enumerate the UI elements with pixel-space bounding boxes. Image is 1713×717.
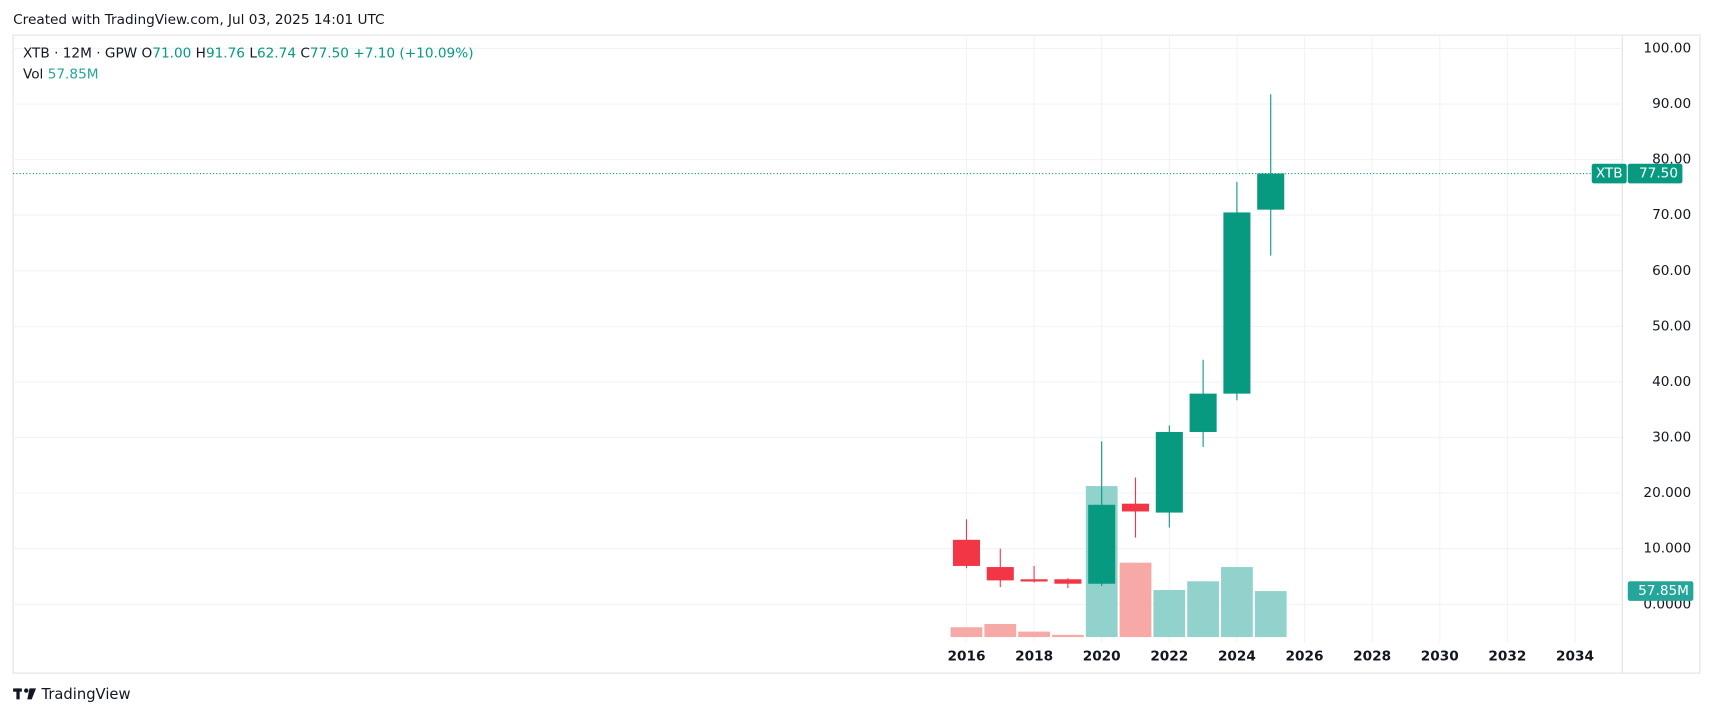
- x-tick-label: 2016: [947, 649, 985, 665]
- y-tick-label: 60.00: [1652, 263, 1691, 279]
- price-tag: [1627, 163, 1683, 184]
- legend-item: O: [142, 46, 153, 62]
- volume-bar: [1221, 567, 1253, 638]
- volume-bar: [950, 627, 983, 638]
- legend-item: 71.00: [152, 46, 191, 62]
- legend: XTB · 12M · GPW O71.00 H91.76 L62.74 C77…: [23, 46, 474, 62]
- logo: [13, 688, 37, 700]
- volume-tag: [1627, 581, 1694, 601]
- y-tick-label: 20.000: [1643, 485, 1691, 501]
- candle-body: [952, 539, 980, 566]
- candle-body: [1020, 579, 1048, 582]
- footer: TradingView: [41, 686, 131, 703]
- volume-bar: [1254, 591, 1287, 638]
- x-tick-label: 2028: [1353, 649, 1391, 665]
- volume-tag-text: 57.85M: [1638, 583, 1689, 599]
- legend-item: L: [249, 46, 257, 62]
- candle-body: [1257, 173, 1285, 210]
- volume-bar: [1153, 590, 1186, 638]
- legend-item: C: [300, 46, 310, 62]
- y-tick-label: 70.00: [1652, 207, 1691, 223]
- y-tick-label: 30.00: [1652, 430, 1691, 446]
- candle-body: [1088, 504, 1116, 584]
- legend-item: 57.85M: [48, 66, 99, 82]
- legend-item: 91.76: [206, 46, 245, 62]
- y-tick-label: 40.00: [1652, 374, 1691, 390]
- legend-item: Vol: [23, 66, 43, 82]
- x-tick-label: 2026: [1286, 649, 1324, 665]
- grid: [13, 35, 1623, 643]
- x-tick-label: 2018: [1015, 649, 1053, 665]
- symbol-tag: [1591, 163, 1627, 184]
- volume-bar: [1018, 631, 1050, 638]
- volume-bar: [984, 623, 1017, 638]
- volume-legend: Vol 57.85M: [23, 66, 99, 82]
- chart-frame: [12, 34, 1701, 674]
- x-tick-label: 2020: [1083, 649, 1121, 665]
- volume-bar: [1119, 562, 1152, 638]
- y-tick-label: 90.00: [1652, 96, 1691, 112]
- y-tick-label: 100.00: [1643, 40, 1691, 56]
- volume-bar: [1187, 581, 1220, 638]
- x-tick-label: 2030: [1421, 649, 1459, 665]
- y-tick-label: 50.00: [1652, 318, 1691, 334]
- legend-item: +7.10 (+10.09%): [353, 46, 473, 62]
- legend-item: H: [196, 46, 206, 62]
- price-tag-text: 77.50: [1639, 166, 1678, 182]
- y-tick-label: 80.00: [1652, 152, 1691, 168]
- volume-bar: [1051, 634, 1084, 638]
- x-tick-label: 2024: [1218, 649, 1256, 665]
- legend-item: XTB · 12M · GPW: [23, 46, 138, 62]
- header: Created with TradingView.com, Jul 03, 20…: [13, 12, 384, 28]
- x-tick-label: 2032: [1488, 649, 1526, 665]
- legend-item: 77.50: [310, 46, 349, 62]
- candle-body: [1189, 393, 1217, 432]
- x-tick-label: 2034: [1556, 649, 1594, 665]
- y-tick-label: 10.000: [1643, 541, 1691, 557]
- symbol-tag-text: XTB: [1596, 166, 1623, 182]
- candle-body: [1155, 431, 1183, 513]
- x-tick-label: 2022: [1150, 649, 1188, 665]
- candle-body: [1054, 579, 1082, 584]
- legend-item: 62.74: [257, 46, 296, 62]
- candle-body: [1223, 212, 1251, 394]
- candle-body: [1121, 503, 1150, 512]
- candle-body: [986, 567, 1014, 581]
